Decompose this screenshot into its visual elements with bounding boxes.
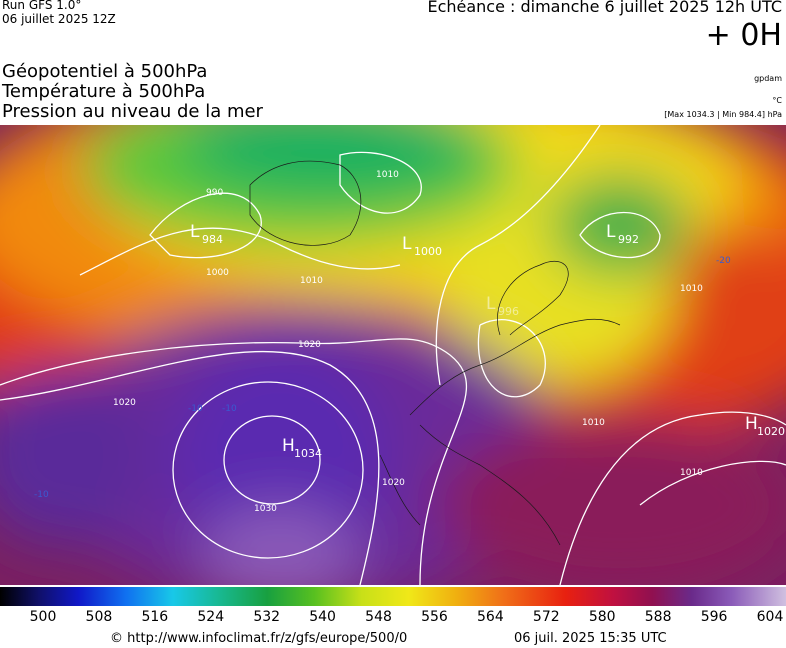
unit-label: °C [772, 96, 782, 105]
layer-title: Géopotentiel à 500hPa [2, 61, 208, 82]
timestamp: 06 juil. 2025 15:35 UTC [514, 631, 667, 646]
isobar-label: 1010 [582, 418, 605, 428]
isobar-label: 1010 [680, 284, 703, 294]
center-value: 996 [498, 305, 519, 318]
field [0, 125, 786, 585]
scale-label: 572 [532, 609, 560, 625]
center-value: 1000 [414, 245, 442, 258]
isobar-label: 1020 [382, 478, 405, 488]
isobar-label: 1020 [113, 398, 136, 408]
isobars [0, 125, 786, 585]
center-kind: L [402, 234, 412, 254]
coastlines [249, 160, 621, 546]
center-kind: H [282, 436, 295, 456]
scale-label: 604 [756, 609, 784, 625]
color-scale [0, 587, 786, 606]
temperature-label: -10 [188, 404, 203, 414]
scale-label: 516 [141, 609, 169, 625]
scale-label: 548 [365, 609, 392, 625]
temperature-label: -10 [222, 404, 237, 414]
run-date: 06 juillet 2025 12Z [2, 12, 116, 26]
center-value: 984 [202, 233, 223, 246]
isobar-label: 1010 [300, 276, 323, 286]
center-kind: L [190, 222, 200, 242]
center-value: 1034 [294, 447, 322, 460]
layer-title: Température à 500hPa [2, 81, 206, 102]
temperature-label: -10 [34, 490, 49, 500]
scale-label: 508 [85, 609, 113, 625]
scale-label: 580 [588, 609, 616, 625]
scale-label: 596 [700, 609, 728, 625]
source-link[interactable]: © http://www.infoclimat.fr/z/gfs/europe/… [110, 631, 408, 646]
unit-label: gpdam [754, 74, 782, 83]
isobar-label: 1030 [254, 504, 277, 514]
center-kind: L [606, 222, 616, 242]
scale-label: 588 [644, 609, 672, 625]
center-value: 992 [618, 233, 639, 246]
isobar-label: 1010 [376, 170, 399, 180]
center-kind: L [486, 294, 496, 314]
scale-label: 532 [253, 609, 281, 625]
scale-label: 564 [477, 609, 504, 625]
center-kind: H [745, 414, 758, 434]
run-label: Run GFS 1.0° [2, 0, 82, 12]
temperature-label: -20 [716, 256, 731, 266]
forecast-offset: + 0H [705, 18, 782, 53]
isobar-label: 1020 [298, 340, 321, 350]
unit-label: [Max 1034.3 | Min 984.4] hPa [664, 110, 782, 119]
scale-label: 524 [197, 609, 225, 625]
center-value: 1020 [757, 425, 785, 438]
isobar-label: 990 [206, 188, 223, 198]
scale-label: 540 [309, 609, 336, 625]
scale-label: 500 [29, 609, 57, 625]
forecast-time: Echéance : dimanche 6 juillet 2025 12h U… [427, 0, 782, 16]
isobar-label: 1000 [206, 268, 229, 278]
scale-label: 556 [421, 609, 448, 625]
isobar-label: 1010 [680, 468, 703, 478]
layer-title: Pression au niveau de la mer [2, 101, 263, 122]
